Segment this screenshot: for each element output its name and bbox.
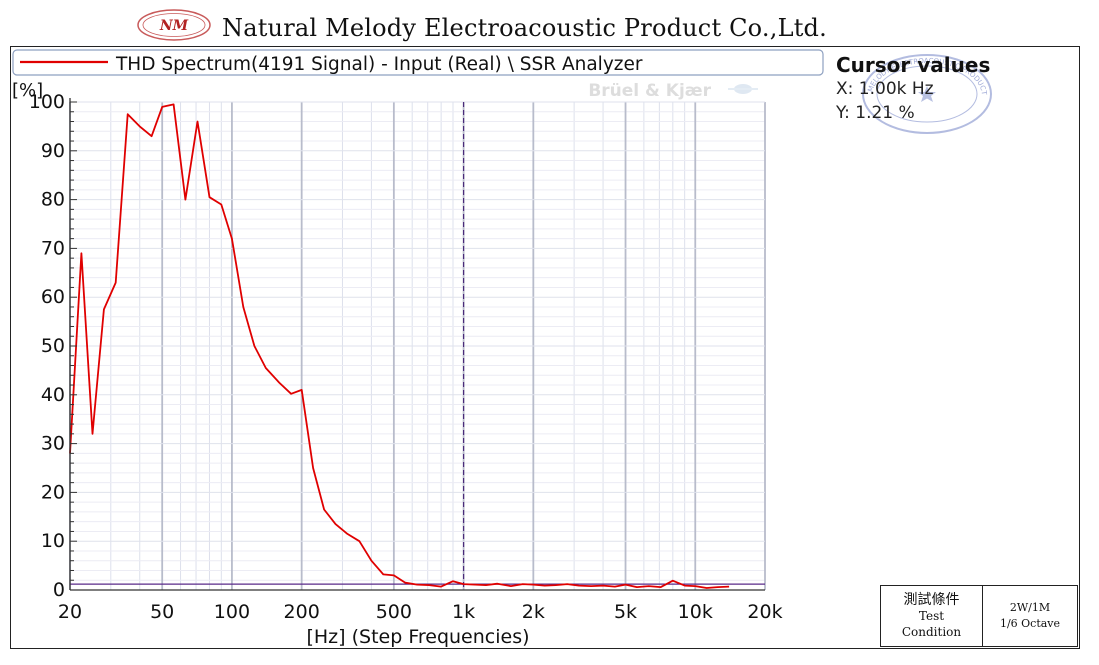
watermark-text: Brüel & Kjær <box>588 81 711 101</box>
x-tick-label: 2k <box>522 601 545 623</box>
company-name: Natural Melody Electroacoustic Product C… <box>222 14 827 42</box>
x-tick-label: 500 <box>376 601 412 623</box>
y-tick-label: 90 <box>41 140 65 162</box>
watermark-logo <box>728 84 758 94</box>
y-tick-label: 40 <box>41 384 65 406</box>
cursor-x-value: X: 1.00k Hz <box>836 79 934 99</box>
y-tick-label: 70 <box>41 237 65 259</box>
series-layer <box>69 103 730 589</box>
x-tick-label: 100 <box>214 601 250 623</box>
legend-box <box>12 49 824 76</box>
y-tick-label: 50 <box>41 335 65 357</box>
y-tick-label: 60 <box>41 286 65 308</box>
y-tick-label: 80 <box>41 189 65 211</box>
logo-text: NM <box>159 18 189 34</box>
grid-layer <box>69 101 766 591</box>
y-tick-label: 100 <box>29 91 65 113</box>
y-tick-label: 10 <box>41 530 65 552</box>
y-axis-label: [%] <box>12 80 43 101</box>
tick-label-layer: 0 10 20 30 40 50 60 70 80 90 100 20 50 100 200 500 1k 2k 5… <box>29 91 783 623</box>
x-tick-label: 200 <box>284 601 320 623</box>
cursor-values-title: Cursor values <box>836 53 991 77</box>
x-tick-label: 10k <box>678 601 713 623</box>
test-condition-value: 2W/1M 1/6 Octave <box>983 586 1077 646</box>
company-seal: NATURAL MELODY ELECTROACOUSTIC PRODUCT C… <box>860 52 992 134</box>
axis-layer <box>69 98 765 591</box>
test-condition-cjk: 測試條件 <box>903 592 960 608</box>
test-condition-line1: Test <box>918 609 945 623</box>
x-tick-label: 20 <box>58 601 82 623</box>
test-condition-box: 測試條件 Test Condition 2W/1M 1/6 Octave <box>880 585 1078 647</box>
legend-label: THD Spectrum(4191 Signal) - Input (Real)… <box>115 54 643 75</box>
chart-frame <box>10 46 1080 649</box>
thd-series-line <box>69 103 730 589</box>
x-tick-label: 20k <box>747 601 782 623</box>
x-tick-label: 1k <box>452 601 475 623</box>
x-tick-label: 5k <box>614 601 637 623</box>
y-tick-label: 30 <box>41 433 65 455</box>
test-condition-resolution: 1/6 Octave <box>999 617 1061 630</box>
test-condition-power: 2W/1M <box>1009 601 1051 614</box>
y-tick-label: 20 <box>41 481 65 503</box>
test-condition-label: 測試條件 Test Condition <box>881 586 983 646</box>
test-condition-line2: Condition <box>901 625 962 639</box>
company-logo: NM <box>137 9 211 41</box>
x-axis-label: [Hz] (Step Frequencies) <box>306 626 529 648</box>
y-tick-label: 0 <box>53 579 65 601</box>
x-tick-label: 50 <box>150 601 174 623</box>
cursor-y-value: Y: 1.21 % <box>836 103 915 123</box>
